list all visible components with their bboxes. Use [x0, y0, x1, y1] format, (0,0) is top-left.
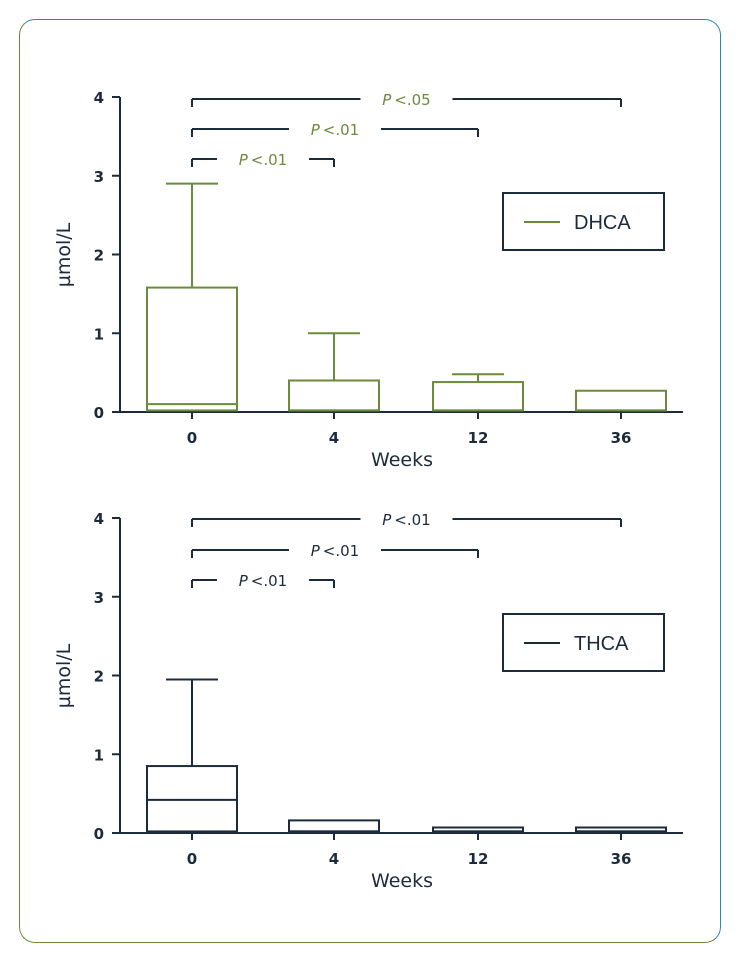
- significance-label: P <.05: [382, 91, 430, 109]
- y-tick-label: 3: [94, 168, 104, 186]
- box-week-0: [146, 678, 238, 833]
- box-iqr: [146, 286, 238, 412]
- p-value: <.01: [251, 572, 287, 590]
- x-tick-label: 36: [611, 429, 632, 447]
- significance-label: P <.01: [382, 511, 430, 529]
- x-tick-label: 4: [329, 429, 339, 447]
- box-week-12: [432, 826, 524, 833]
- p-value: <.01: [394, 511, 430, 529]
- p-symbol: P: [239, 572, 249, 590]
- box-iqr: [432, 381, 524, 412]
- y-tick-label: 1: [94, 746, 104, 764]
- p-value: <.05: [394, 91, 430, 109]
- p-symbol: P: [382, 91, 392, 109]
- y-tick-label: 1: [94, 325, 104, 343]
- box-week-36: [575, 826, 667, 833]
- significance-label: P <.01: [239, 572, 287, 590]
- significance-bracket: P <.05: [191, 91, 622, 109]
- y-tick-label: 0: [94, 404, 104, 422]
- x-tick-label: 36: [611, 850, 632, 868]
- p-symbol: P: [382, 511, 392, 529]
- y-tick-label: 4: [94, 510, 104, 528]
- box-week-0: [146, 182, 238, 412]
- x-axis-title: Weeks: [371, 870, 433, 892]
- x-tick-label: 0: [187, 850, 197, 868]
- x-tick-label: 12: [468, 850, 489, 868]
- box-week-12: [432, 373, 524, 412]
- y-tick-label: 2: [94, 247, 104, 265]
- p-symbol: P: [311, 121, 321, 139]
- box-week-4: [288, 819, 380, 833]
- significance-bracket: P <.01: [191, 511, 622, 529]
- x-tick-label: 4: [329, 850, 339, 868]
- box-iqr: [288, 819, 380, 833]
- x-axis-title: Weeks: [371, 449, 433, 471]
- x-tick-label: 12: [468, 429, 489, 447]
- significance-label: P <.01: [311, 121, 359, 139]
- box-week-4: [288, 332, 380, 412]
- p-value: <.01: [323, 121, 359, 139]
- legend: DHCA: [502, 192, 665, 251]
- y-tick-label: 3: [94, 589, 104, 607]
- significance-label: P <.01: [311, 542, 359, 560]
- legend-label: THCA: [574, 633, 629, 655]
- box-iqr: [575, 389, 667, 412]
- p-symbol: P: [311, 542, 321, 560]
- significance-bracket: P <.01: [191, 151, 335, 169]
- box-iqr: [288, 379, 380, 412]
- x-tick-label: 0: [187, 429, 197, 447]
- y-axis-title: µmol/L: [53, 222, 75, 287]
- significance-bracket: P <.01: [191, 121, 479, 139]
- y-tick-label: 2: [94, 668, 104, 686]
- box-iqr: [146, 765, 238, 833]
- y-tick-label: 4: [94, 89, 104, 107]
- legend-label: DHCA: [574, 212, 631, 234]
- significance-bracket: P <.01: [191, 542, 479, 560]
- p-value: <.01: [323, 542, 359, 560]
- significance-label: P <.01: [239, 151, 287, 169]
- legend: THCA: [502, 613, 665, 672]
- y-axis-title: µmol/L: [53, 643, 75, 708]
- p-value: <.01: [251, 151, 287, 169]
- y-tick-label: 0: [94, 825, 104, 843]
- box-week-36: [575, 389, 667, 412]
- figure-frame: [19, 19, 721, 943]
- p-symbol: P: [239, 151, 249, 169]
- significance-bracket: P <.01: [191, 572, 335, 590]
